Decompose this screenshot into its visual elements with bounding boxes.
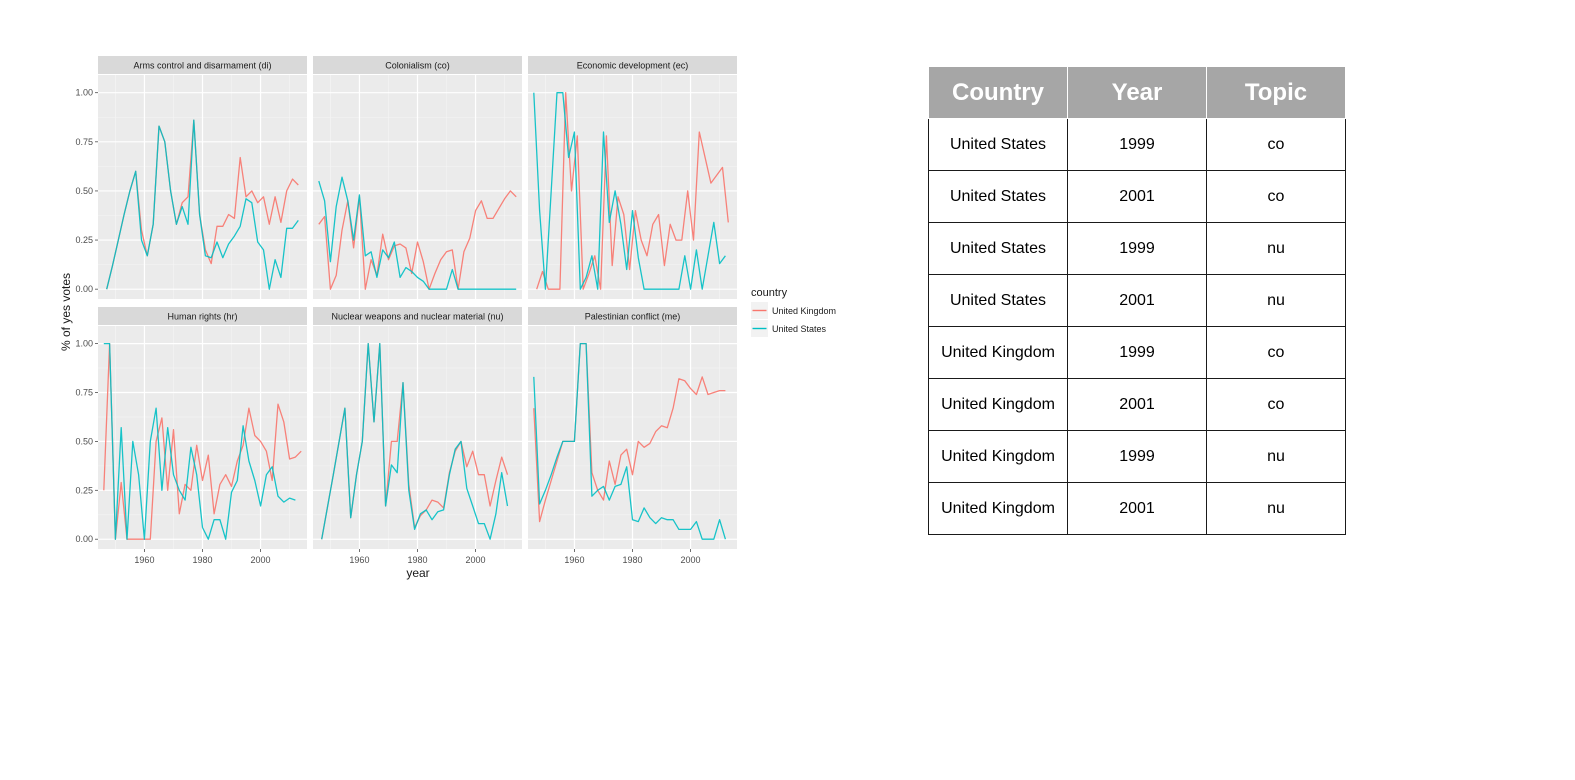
selection-table: Country Year Topic United States 1999 co… — [928, 66, 1346, 535]
table-row: United Kingdom 2001 nu — [928, 482, 1346, 535]
x-tick-label: 2000 — [681, 555, 701, 565]
cell-topic: co — [1206, 118, 1346, 171]
facet-title: Palestinian conflict (me) — [585, 312, 681, 322]
facet-title: Colonialism (co) — [385, 61, 450, 71]
y-tick-label: 1.00 — [75, 88, 93, 98]
facet-title: Arms control and disarmament (di) — [133, 61, 271, 71]
x-tick-label: 2000 — [466, 555, 486, 565]
table-row: United Kingdom 1999 co — [928, 326, 1346, 379]
cell-topic: nu — [1206, 222, 1346, 275]
table-row: United States 2001 co — [928, 170, 1346, 223]
legend-title: country — [751, 287, 788, 299]
cell-year: 1999 — [1067, 222, 1207, 275]
cell-topic: co — [1206, 326, 1346, 379]
y-tick-label: 1.00 — [75, 339, 93, 349]
facet-strip — [313, 56, 522, 74]
x-tick-label: 2000 — [251, 555, 271, 565]
cell-topic: co — [1206, 170, 1346, 223]
facet-strip — [528, 56, 737, 74]
table-row: United Kingdom 2001 co — [928, 378, 1346, 431]
facet-strip — [98, 56, 307, 74]
facet-title: Nuclear weapons and nuclear material (nu… — [331, 312, 503, 322]
facet-strip — [98, 307, 307, 325]
cell-topic: nu — [1206, 430, 1346, 483]
table-row: United States 2001 nu — [928, 274, 1346, 327]
x-tick-label: 1960 — [349, 555, 369, 565]
facet-strip — [313, 307, 522, 325]
cell-country: United Kingdom — [928, 326, 1068, 379]
header-topic: Topic — [1206, 66, 1346, 119]
legend-label: United Kingdom — [772, 306, 836, 316]
series-line-united-states — [533, 342, 727, 540]
series-line-united-states — [106, 119, 299, 290]
cell-year: 1999 — [1067, 326, 1207, 379]
y-tick-label: 0.50 — [75, 436, 93, 446]
x-tick-label: 1960 — [564, 555, 584, 565]
legend-label: United States — [772, 324, 827, 334]
cell-country: United Kingdom — [928, 378, 1068, 431]
header-country: Country — [928, 66, 1068, 119]
x-axis-title: year — [406, 566, 429, 580]
cell-topic: nu — [1206, 274, 1346, 327]
cell-topic: nu — [1206, 482, 1346, 535]
series-line-united-kingdom — [103, 342, 302, 540]
series-line-united-states — [103, 342, 296, 540]
series-line-united-kingdom — [318, 190, 517, 290]
facet-title: Human rights (hr) — [167, 312, 237, 322]
header-year: Year — [1067, 66, 1207, 119]
cell-country: United States — [928, 170, 1068, 223]
cell-country: United States — [928, 274, 1068, 327]
cell-country: United Kingdom — [928, 430, 1068, 483]
cell-country: United States — [928, 118, 1068, 171]
y-tick-label: 0.50 — [75, 186, 93, 196]
cell-country: United States — [928, 222, 1068, 275]
y-tick-label: 0.25 — [75, 485, 93, 495]
table-row: United States 1999 co — [928, 118, 1346, 171]
y-tick-label: 0.25 — [75, 235, 93, 245]
y-tick-label: 0.00 — [75, 284, 93, 294]
x-tick-label: 1980 — [192, 555, 212, 565]
series-line-united-states — [318, 176, 517, 290]
series-line-united-states — [321, 342, 509, 540]
x-tick-label: 1980 — [407, 555, 427, 565]
facet-title: Economic development (ec) — [577, 61, 689, 71]
x-tick-label: 1980 — [622, 555, 642, 565]
facet-strip — [528, 307, 737, 325]
y-tick-label: 0.75 — [75, 137, 93, 147]
cell-year: 2001 — [1067, 170, 1207, 223]
table-row: United Kingdom 1999 nu — [928, 430, 1346, 483]
table-row: United States 1999 nu — [928, 222, 1346, 275]
y-tick-label: 0.00 — [75, 534, 93, 544]
series-line-united-kingdom — [536, 92, 729, 290]
y-axis-title: % of yes votes — [59, 273, 73, 351]
cell-year: 2001 — [1067, 482, 1207, 535]
cell-year: 1999 — [1067, 118, 1207, 171]
table-header-row: Country Year Topic — [928, 66, 1346, 119]
y-tick-label: 0.75 — [75, 388, 93, 398]
cell-year: 1999 — [1067, 430, 1207, 483]
cell-year: 2001 — [1067, 274, 1207, 327]
series-line-united-states — [533, 92, 726, 290]
cell-topic: co — [1206, 378, 1346, 431]
cell-year: 2001 — [1067, 378, 1207, 431]
x-tick-label: 1960 — [134, 555, 154, 565]
cell-country: United Kingdom — [928, 482, 1068, 535]
